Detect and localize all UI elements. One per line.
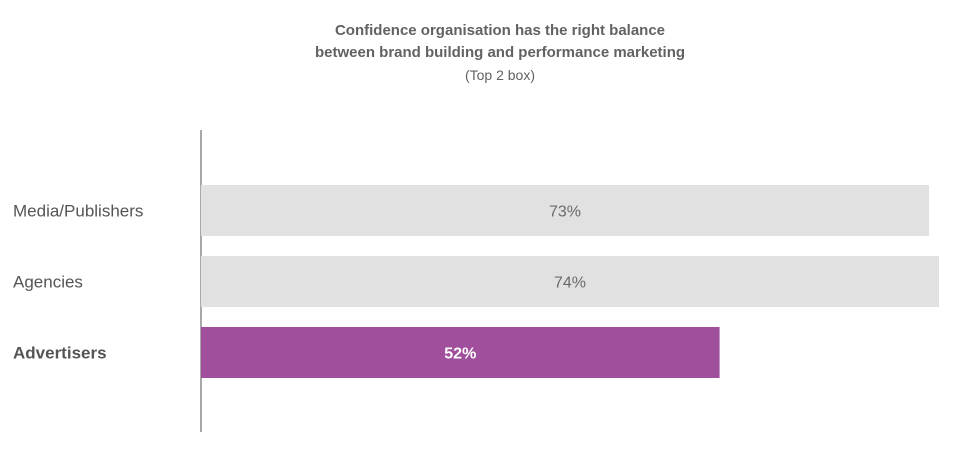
value-label: 52% xyxy=(444,346,476,363)
chart-subtitle: (Top 2 box) xyxy=(464,67,536,83)
chart-title-line-1: Confidence organisation has the right ba… xyxy=(334,22,666,39)
value-label: 74% xyxy=(554,275,586,292)
bar-media-publishers xyxy=(201,185,930,236)
category-label: Media/Publishers xyxy=(13,202,143,221)
category-label: Agencies xyxy=(13,273,83,292)
bar-agencies xyxy=(201,256,939,307)
chart-title-line-2: between brand building and performance m… xyxy=(314,44,686,61)
chart-title-block: Confidence organisation has the right ba… xyxy=(0,20,961,86)
bar-advertisers xyxy=(201,327,720,378)
value-label: 73% xyxy=(549,204,581,221)
category-label: Advertisers xyxy=(13,344,107,363)
